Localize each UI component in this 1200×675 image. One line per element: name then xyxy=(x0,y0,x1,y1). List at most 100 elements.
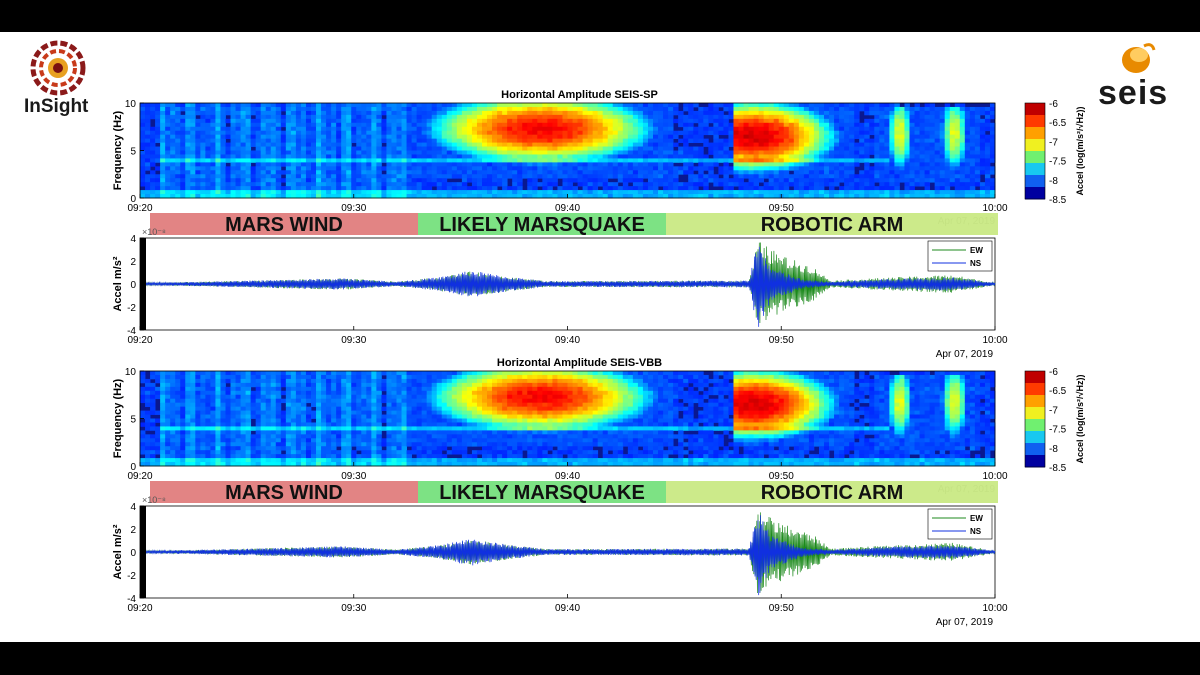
spectrogram-cell xyxy=(557,142,563,147)
spectrogram-cell xyxy=(416,158,423,163)
spectrogram-cell xyxy=(396,186,402,191)
spectrogram-cell xyxy=(929,138,936,143)
spectrogram-cell xyxy=(295,182,302,187)
spectrogram-cell xyxy=(265,122,272,128)
spectrogram-cell xyxy=(386,142,392,147)
spectrogram-cell xyxy=(180,178,186,183)
spectrogram-cell xyxy=(341,106,347,112)
spectrogram-cell xyxy=(698,162,704,167)
spectrogram-cell xyxy=(165,142,171,147)
spectrogram-cell xyxy=(240,434,247,439)
spectrogram-cell xyxy=(190,190,196,195)
spectrogram-cell xyxy=(537,126,543,132)
spectrogram-cell xyxy=(471,190,478,195)
spectrogram-cell xyxy=(949,154,956,159)
spectrogram-cell xyxy=(185,138,191,143)
spectrogram-cell xyxy=(280,442,287,447)
spectrogram-cell xyxy=(632,190,639,195)
spectrogram-cell xyxy=(663,122,669,128)
spectrogram-cell xyxy=(668,154,674,159)
spectrogram-cell xyxy=(788,130,795,136)
spectrogram-cell xyxy=(632,126,639,132)
spectrogram-cell xyxy=(964,178,971,183)
spectrogram-cell xyxy=(295,402,302,408)
spectrogram-cell xyxy=(270,114,277,120)
spectrogram-cell xyxy=(839,142,845,147)
spectrogram-cell xyxy=(431,162,438,167)
spectrogram-cell xyxy=(421,122,428,128)
spectrogram-cell xyxy=(889,194,895,199)
spectrogram-cell xyxy=(602,118,609,124)
spectrogram-cell xyxy=(602,138,609,143)
spectrogram-cell xyxy=(874,154,880,159)
spectrogram-0: Horizontal Amplitude SEIS-SP0510Frequenc… xyxy=(112,89,1085,227)
spectrogram-cell xyxy=(969,114,976,120)
spectrogram-cell xyxy=(195,194,201,199)
spectrogram-cell xyxy=(939,182,946,187)
spectrogram-cell xyxy=(170,462,176,467)
spectrogram-cell xyxy=(250,182,257,187)
spectrogram-cell xyxy=(476,110,483,116)
spectrogram-cell xyxy=(386,174,392,179)
spectrogram-cell xyxy=(482,150,488,155)
spectrogram-cell xyxy=(979,186,986,191)
spectrogram-cell xyxy=(919,126,925,132)
spectrogram-cell xyxy=(326,182,332,187)
spectrogram-cell xyxy=(864,150,870,155)
spectrogram-cell xyxy=(487,146,493,151)
spectrogram-cell xyxy=(180,418,186,423)
spectrogram-cell xyxy=(381,118,387,124)
spectrogram-cell xyxy=(336,434,342,439)
spectrogram-cell xyxy=(371,130,377,136)
spectrogram-cell xyxy=(331,371,337,376)
spectrogram-cell xyxy=(758,134,765,140)
spectrogram-cell xyxy=(235,134,241,140)
spectrogram-cell xyxy=(864,134,870,140)
spectrogram-cell xyxy=(260,106,267,112)
spectrogram-cell xyxy=(326,138,332,143)
spectrogram-cell xyxy=(471,182,478,187)
spectrogram-cell xyxy=(622,178,629,183)
spectrogram-cell xyxy=(818,162,825,167)
spectrogram-cell xyxy=(160,394,166,400)
spectrogram-cell xyxy=(698,178,704,183)
spectrogram-cell xyxy=(145,118,151,124)
spectrogram-cell xyxy=(165,150,171,155)
spectrogram-cell xyxy=(592,142,599,147)
spectrogram-cell xyxy=(446,154,453,159)
spectrogram-cell xyxy=(944,166,951,171)
spectrogram-cell xyxy=(703,138,709,143)
spectrogram-cell xyxy=(150,458,156,463)
spectrogram-cell xyxy=(562,166,568,171)
spectrogram-cell xyxy=(718,154,724,159)
spectrogram-cell xyxy=(316,182,322,187)
spectrogram-cell xyxy=(909,110,915,116)
spectrogram-cell xyxy=(290,110,297,116)
spectrogram-cell xyxy=(492,178,498,183)
spectrogram-cell xyxy=(250,398,257,404)
spectrogram-cell xyxy=(959,138,966,143)
spectrogram-cell xyxy=(170,126,176,132)
spectrogram-cell xyxy=(693,138,699,143)
spectrogram-cell xyxy=(622,106,629,112)
spectrogram-cell xyxy=(693,190,699,195)
spectrogram-cell xyxy=(768,114,775,120)
spectrogram-cell xyxy=(959,170,966,175)
spectrogram-cell xyxy=(436,158,443,163)
spectrogram-cell xyxy=(512,178,518,183)
spectrogram-cell xyxy=(200,442,206,447)
spectrogram-cell xyxy=(326,438,332,443)
spectrogram-cell xyxy=(260,398,267,404)
spectrogram-cell xyxy=(909,106,915,112)
spectrogram-cell xyxy=(250,382,257,388)
spectrogram-cell xyxy=(170,134,176,140)
spectrogram-cell xyxy=(708,162,714,167)
spectrogram-cell xyxy=(934,190,941,195)
spectrogram-cell xyxy=(376,190,382,195)
spectrogram-cell xyxy=(150,406,156,411)
spectrogram-cell xyxy=(245,122,252,128)
spectrogram-cell xyxy=(974,170,981,175)
spectrogram-cell xyxy=(285,434,292,439)
spectrogram-cell xyxy=(889,114,895,120)
spectrogram-cell xyxy=(557,154,563,159)
